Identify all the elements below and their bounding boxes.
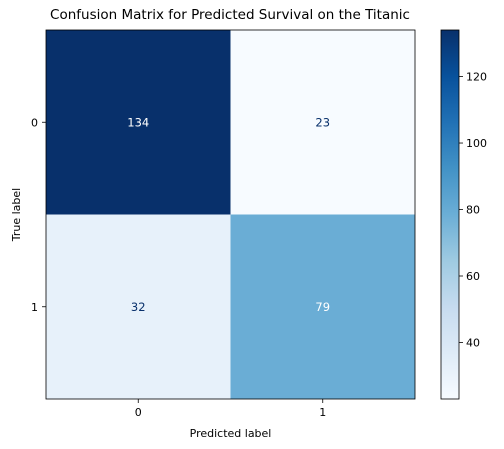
colorbar-ticks: 40 60 80 100 120	[459, 71, 487, 349]
plot-frame	[45, 29, 416, 400]
colorbar-tick-label: 40	[466, 336, 480, 349]
colorbar	[440, 29, 460, 400]
matrix-cell-labels: 134 23 32 79	[127, 115, 330, 314]
matrix-cell-value: 23	[315, 115, 330, 129]
matrix-cell-value: 134	[127, 115, 149, 129]
x-axis-label: Predicted label	[190, 427, 272, 440]
matrix-cell-value: 79	[315, 300, 330, 314]
matrix-cells	[46, 30, 415, 399]
matrix-cell	[46, 30, 231, 215]
y-tick-label: 0	[31, 116, 38, 129]
x-tick-label: 1	[319, 406, 326, 419]
colorbar-tick-label: 100	[466, 137, 487, 150]
colorbar-tick-label: 60	[466, 270, 480, 283]
y-axis-label: True label	[10, 188, 23, 242]
y-tick-label: 1	[31, 301, 38, 314]
x-tick-label: 0	[135, 406, 142, 419]
matrix-cell-value: 32	[131, 300, 146, 314]
matrix-cell	[230, 30, 415, 215]
chart-title: Confusion Matrix for Predicted Survival …	[50, 7, 410, 23]
matrix-cell	[230, 214, 415, 399]
matrix-cell	[46, 214, 231, 399]
colorbar-tick-label: 80	[466, 204, 480, 217]
y-axis-ticks: 01	[31, 116, 46, 314]
colorbar-tick-label: 120	[466, 71, 487, 84]
